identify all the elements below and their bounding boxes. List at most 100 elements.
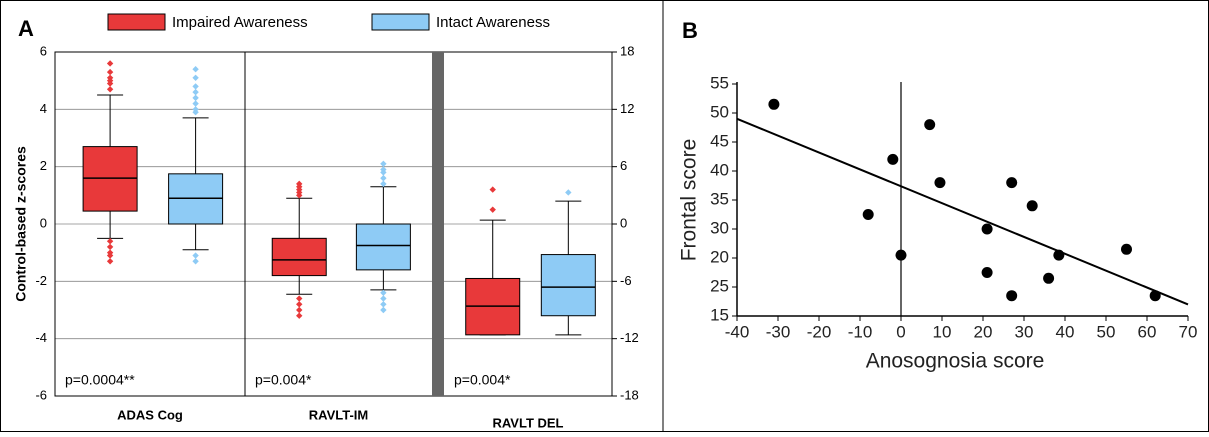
box xyxy=(540,254,596,317)
annotation: p=0.004* xyxy=(255,372,312,388)
point xyxy=(1149,290,1161,302)
outlier xyxy=(106,238,114,245)
x-tick-label: -30 xyxy=(766,322,791,341)
y2-tick-label: 0 xyxy=(620,215,627,230)
outlier xyxy=(192,88,199,96)
y-tick-label: 4 xyxy=(40,101,47,116)
annotation: p=0.004* xyxy=(454,372,511,388)
y-tick-label: -4 xyxy=(35,330,47,345)
point xyxy=(1026,200,1038,212)
y-tick-label: -2 xyxy=(35,273,47,288)
outlier xyxy=(192,94,199,102)
outlier xyxy=(192,258,199,265)
outlier xyxy=(565,189,572,196)
outlier xyxy=(296,295,303,302)
y-tick-label: 30 xyxy=(710,218,729,237)
point xyxy=(924,119,936,131)
outlier xyxy=(380,180,387,188)
outlier xyxy=(296,306,303,314)
outlier xyxy=(106,86,114,93)
y-tick-label: 25 xyxy=(710,276,729,295)
x-tick-label: 0 xyxy=(896,322,905,341)
outlier xyxy=(296,301,303,308)
y2-tick-label: -6 xyxy=(620,273,632,288)
y-tick-label: 15 xyxy=(710,305,729,324)
x-tick-label: 60 xyxy=(1138,322,1157,341)
outlier xyxy=(380,301,387,308)
y2-tick-label: -18 xyxy=(620,387,639,402)
outlier xyxy=(192,66,199,73)
point xyxy=(934,177,946,189)
y2-tick-label: -12 xyxy=(620,330,639,345)
outlier xyxy=(192,100,199,107)
x-tick-label: RAVLT-IM xyxy=(309,407,368,422)
point xyxy=(981,223,993,235)
x-tick-label: -10 xyxy=(848,322,873,341)
point xyxy=(887,153,899,165)
outlier xyxy=(106,74,114,81)
legend-swatch xyxy=(371,13,430,31)
y2-tick-label: 12 xyxy=(620,101,634,116)
outlier xyxy=(380,174,387,182)
y-tick-label: 45 xyxy=(710,131,729,150)
outlier xyxy=(106,68,114,76)
outlier xyxy=(106,243,114,251)
point xyxy=(1053,249,1065,261)
x-tick-label: 20 xyxy=(974,322,993,341)
x-tick-label: 10 xyxy=(933,322,952,341)
outlier xyxy=(192,106,199,113)
axis-switch-bar xyxy=(432,52,444,396)
legend-swatch xyxy=(107,13,166,31)
y-tick-label: 2 xyxy=(40,158,47,173)
y-tick-label: -6 xyxy=(35,387,47,402)
x-axis-title: Anosognosia score xyxy=(866,350,1045,373)
outlier xyxy=(192,83,199,90)
outlier xyxy=(489,186,496,193)
x-tick-label: -40 xyxy=(725,322,750,341)
outlier xyxy=(380,166,387,173)
x-tick-label: 30 xyxy=(1015,322,1034,341)
point xyxy=(1006,290,1018,302)
outlier xyxy=(489,206,496,213)
y2-tick-label: 18 xyxy=(620,43,634,58)
outlier xyxy=(380,306,387,314)
point xyxy=(895,249,907,261)
fit-line xyxy=(736,117,1189,306)
box xyxy=(271,237,327,277)
legend-label: Impaired Awareness xyxy=(172,14,308,31)
point xyxy=(768,98,780,110)
outlier xyxy=(192,252,199,259)
point xyxy=(1006,177,1018,189)
x-tick-label: 40 xyxy=(1056,322,1075,341)
y-tick-label: 6 xyxy=(40,43,47,58)
y-tick-label: 35 xyxy=(710,189,729,208)
outlier xyxy=(106,60,114,67)
y-axis-title: Control-based z-scores xyxy=(13,146,29,302)
outlier xyxy=(192,74,199,81)
x-tick-label: ADAS Cog xyxy=(117,407,183,422)
y-axis-title: Frontal score xyxy=(678,139,701,262)
outlier xyxy=(106,258,114,265)
box xyxy=(355,223,411,271)
outlier xyxy=(296,312,303,319)
x-tick-label: 70 xyxy=(1179,322,1198,341)
x-tick-label: -20 xyxy=(807,322,832,341)
y-tick-label: 0 xyxy=(40,215,47,230)
x-tick-label: RAVLT DEL xyxy=(492,415,563,430)
point xyxy=(862,209,874,220)
legend-label: Intact Awareness xyxy=(436,14,550,31)
y-tick-label: 50 xyxy=(710,102,729,121)
point xyxy=(1043,272,1055,284)
outlier xyxy=(380,289,387,296)
plot-frame xyxy=(54,51,613,397)
y-tick-label: 55 xyxy=(710,73,729,92)
y-tick-label: 20 xyxy=(710,247,729,266)
outlier xyxy=(380,160,387,167)
outlier xyxy=(380,295,387,302)
annotation: p=0.0004** xyxy=(65,372,135,388)
outlier xyxy=(296,180,303,188)
x-tick-label: 50 xyxy=(1097,322,1116,341)
panel-label: B xyxy=(682,18,698,43)
y2-tick-label: 6 xyxy=(620,158,627,173)
